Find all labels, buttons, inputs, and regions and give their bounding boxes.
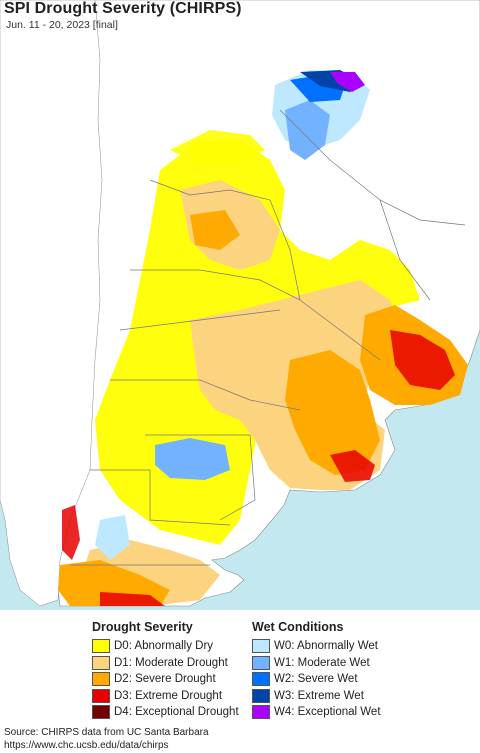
legend-drought-heading: Drought Severity	[92, 620, 193, 634]
w1-area-central	[155, 438, 230, 480]
legend-wet-heading: Wet Conditions	[252, 620, 344, 634]
swatch-d2	[92, 672, 110, 687]
source-credit: Source: CHIRPS data from UC Santa Barbar…	[4, 726, 209, 752]
swatch-w4	[252, 705, 270, 720]
swatch-w2	[252, 672, 270, 687]
legend-item-d3: D3: Extreme Drought	[92, 688, 239, 705]
d3-area-southwest	[62, 505, 80, 560]
d2-area-south	[58, 560, 170, 606]
legend-item-d0: D0: Abnormally Dry	[92, 638, 239, 655]
map-title: SPI Drought Severity (CHIRPS)	[4, 0, 242, 17]
swatch-d4	[92, 705, 110, 720]
legend-label-d1: D1: Moderate Drought	[114, 656, 228, 669]
legend-label-d3: D3: Extreme Drought	[114, 689, 223, 702]
legend-item-w4: W4: Exceptional Wet	[252, 704, 381, 721]
legend-label-w3: W3: Extreme Wet	[274, 689, 364, 702]
swatch-d3	[92, 688, 110, 703]
swatch-w1	[252, 655, 270, 670]
d2-area-central	[285, 350, 380, 475]
legend-label-d2: D2: Severe Drought	[114, 673, 216, 686]
source-url: https://www.chc.ucsb.edu/data/chirps	[4, 740, 169, 751]
legend-item-w0: W0: Abnormally Wet	[252, 638, 381, 655]
legend-item-d1: D1: Moderate Drought	[92, 655, 239, 672]
d2-area-north	[190, 210, 240, 250]
swatch-d1	[92, 655, 110, 670]
province-borders	[70, 109, 466, 566]
legend-wet: Wet Conditions W0: Abnormally Wet W1: Mo…	[252, 620, 381, 721]
w4-area-north	[330, 72, 365, 92]
legend-label-w4: W4: Exceptional Wet	[274, 706, 381, 719]
legend-label-d4: D4: Exceptional Drought	[114, 706, 239, 719]
swatch-d0	[92, 639, 110, 654]
legend-label-w1: W1: Moderate Wet	[274, 656, 370, 669]
map-subtitle: Jun. 11 - 20, 2023 [final]	[6, 19, 118, 31]
legend-item-w3: W3: Extreme Wet	[252, 688, 381, 705]
legend: Drought Severity D0: Abnormally Dry D1: …	[86, 614, 480, 724]
legend-item-d4: D4: Exceptional Drought	[92, 704, 239, 721]
legend-item-w2: W2: Severe Wet	[252, 671, 381, 688]
legend-label-d0: D0: Abnormally Dry	[114, 640, 214, 653]
swatch-w0	[252, 639, 270, 654]
legend-label-w0: W0: Abnormally Wet	[274, 640, 378, 653]
d3-area-east	[390, 330, 455, 390]
w1-area-north	[285, 100, 330, 160]
source-line: Source: CHIRPS data from UC Santa Barbar…	[4, 727, 209, 738]
legend-item-w1: W1: Moderate Wet	[252, 655, 381, 672]
w0-area-central	[95, 515, 130, 560]
swatch-w3	[252, 688, 270, 703]
d0-area-north	[170, 130, 265, 165]
d3-area-south	[100, 592, 165, 606]
legend-label-w2: W2: Severe Wet	[274, 673, 358, 686]
legend-drought: Drought Severity D0: Abnormally Dry D1: …	[92, 620, 239, 721]
d3-area-southeast	[330, 450, 375, 482]
legend-item-d2: D2: Severe Drought	[92, 671, 239, 688]
